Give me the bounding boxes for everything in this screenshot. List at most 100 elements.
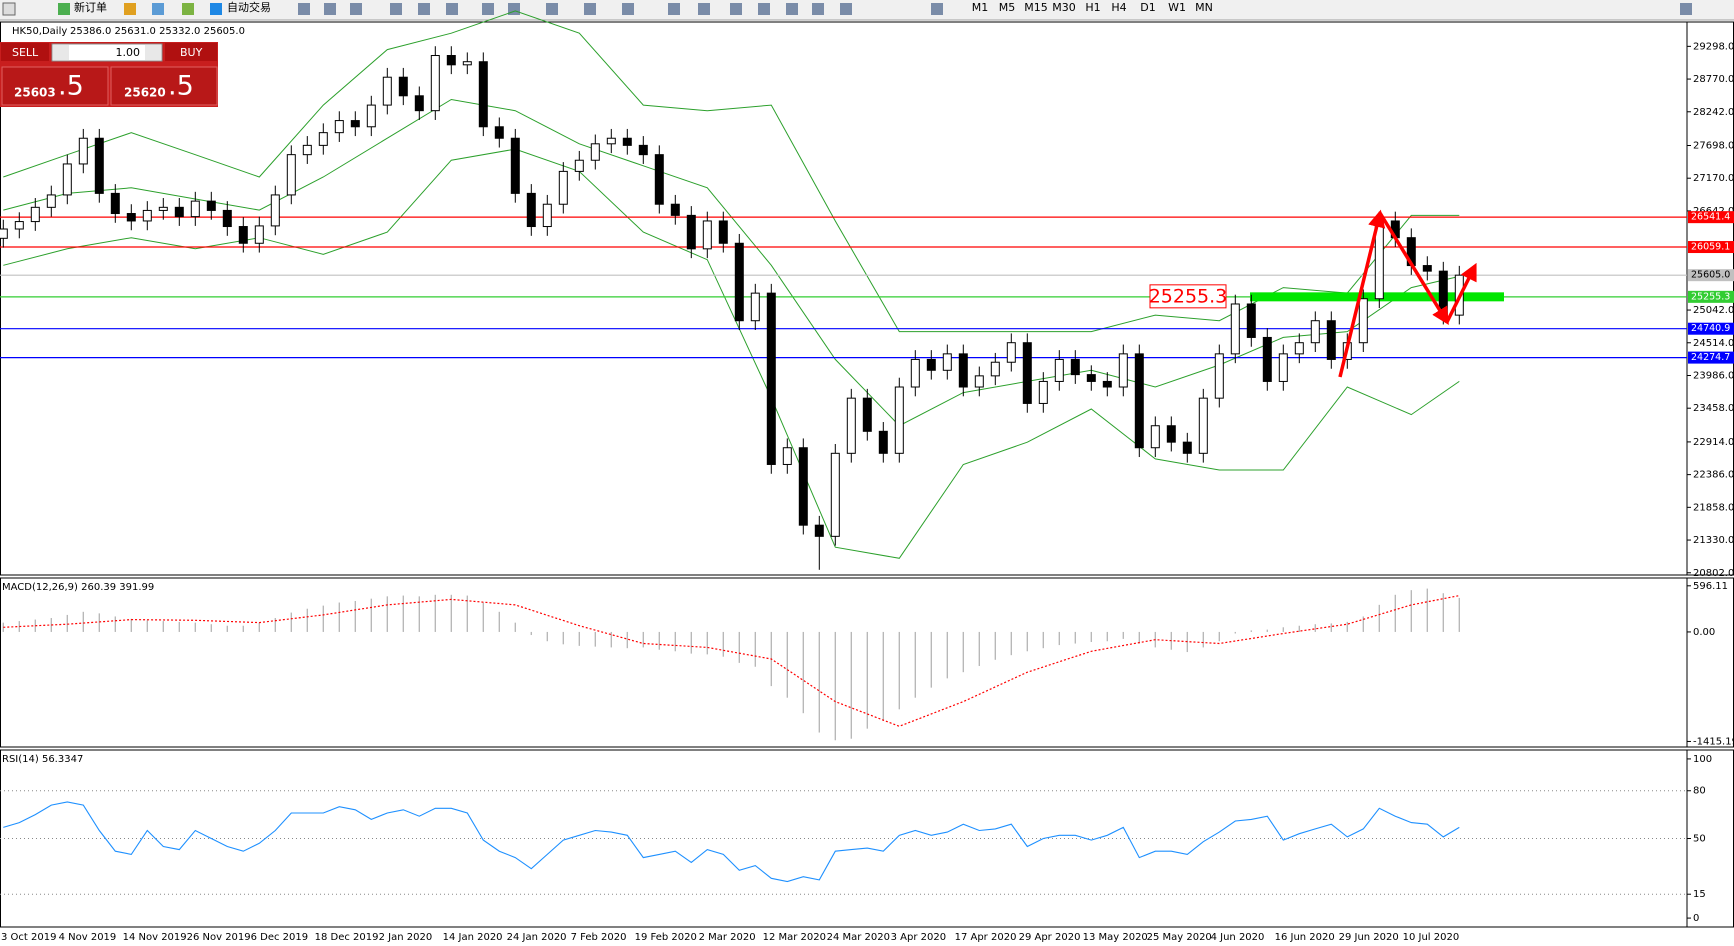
timeframe-button[interactable]: M1 <box>972 1 989 14</box>
icon[interactable] <box>390 3 402 15</box>
candle-body <box>62 163 72 196</box>
lots-value[interactable]: 1.00 <box>116 46 141 59</box>
candle-body <box>158 206 168 211</box>
new-order-button[interactable]: 新订单 <box>74 0 107 14</box>
candle-body <box>1022 342 1032 404</box>
timeframe-button[interactable]: W1 <box>1168 1 1186 14</box>
y-tick-label: 28242.0 <box>1693 107 1734 118</box>
icon[interactable] <box>2 2 16 16</box>
level-label-box <box>1688 351 1734 364</box>
level-label-box <box>1688 322 1734 335</box>
candle-body <box>318 132 328 146</box>
timeframe-button[interactable]: H4 <box>1111 1 1126 14</box>
candle-body <box>1326 320 1336 360</box>
level-label: 25255.3 <box>1691 291 1730 302</box>
icon[interactable] <box>786 3 798 15</box>
y-tick-label: 21330.0 <box>1693 535 1734 546</box>
candle-body <box>686 214 696 250</box>
x-tick-label: 3 Apr 2020 <box>891 932 946 943</box>
y-tick-label: 27698.0 <box>1693 140 1734 151</box>
buy-price[interactable]: 25620 <box>124 86 166 100</box>
lots-input[interactable] <box>51 43 163 62</box>
icon[interactable] <box>152 3 164 15</box>
level-label-box <box>1688 241 1734 254</box>
icon[interactable] <box>446 3 458 15</box>
candle-body <box>1150 425 1160 449</box>
candle-body <box>46 194 56 208</box>
candle-body <box>1214 353 1224 399</box>
icon[interactable] <box>758 3 770 15</box>
y-tick-label: 24514.0 <box>1693 338 1734 349</box>
lots-up[interactable] <box>145 45 161 60</box>
candle-body <box>814 524 824 537</box>
level-label: 26541.4 <box>1691 212 1730 223</box>
candle-body <box>718 220 728 244</box>
icon[interactable] <box>482 3 494 15</box>
y-tick-label: 22914.0 <box>1693 437 1734 448</box>
sell-label[interactable]: SELL <box>12 46 39 59</box>
icon[interactable] <box>324 3 336 15</box>
arrow <box>1445 262 1477 323</box>
timeframe-button[interactable]: D1 <box>1140 1 1155 14</box>
sell-price[interactable]: 25603 <box>14 86 56 100</box>
icon[interactable] <box>418 3 430 15</box>
candle-body <box>702 220 712 250</box>
candle-body <box>478 61 488 128</box>
candle-body <box>126 213 136 222</box>
x-tick-label: 16 Jun 2020 <box>1275 932 1335 943</box>
icon[interactable] <box>812 3 824 15</box>
candle-body <box>94 137 104 194</box>
buy-label[interactable]: BUY <box>180 46 203 59</box>
buy-price-frac[interactable]: .5 <box>168 71 194 102</box>
y-tick-label: 0 <box>1693 913 1699 924</box>
y-tick-label: 15 <box>1693 889 1706 900</box>
icon[interactable] <box>350 3 362 15</box>
icon[interactable] <box>182 3 194 15</box>
new-order-icon[interactable] <box>58 3 70 15</box>
icon[interactable] <box>668 3 680 15</box>
candle-body <box>798 447 808 526</box>
icon[interactable] <box>124 3 136 15</box>
rsi-line <box>3 801 1460 883</box>
candle-body <box>78 137 88 165</box>
buy-button[interactable] <box>165 43 217 61</box>
icon[interactable] <box>298 3 310 15</box>
sell-button[interactable] <box>1 43 49 61</box>
timeframe-button[interactable]: H1 <box>1085 1 1100 14</box>
icon[interactable] <box>1680 3 1692 15</box>
timeframe-button[interactable]: M15 <box>1024 1 1048 14</box>
icon[interactable] <box>840 3 852 15</box>
candle-body <box>1118 353 1128 388</box>
auto-trading-icon[interactable] <box>210 3 222 15</box>
candle-body <box>766 292 776 465</box>
y-tick-label: 596.11 <box>1693 581 1728 592</box>
timeframe-button[interactable]: M30 <box>1052 1 1076 14</box>
x-tick-label: 17 Apr 2020 <box>955 932 1017 943</box>
ohlc-info: 25386.0 25631.0 25332.0 25605.0 <box>70 26 245 37</box>
buy-price-box[interactable] <box>110 66 218 106</box>
x-tick-label: 10 Jul 2020 <box>1403 932 1460 943</box>
sell-price-frac[interactable]: .5 <box>58 71 84 102</box>
sell-price-box[interactable] <box>1 66 109 106</box>
toolbar-icons <box>298 3 1692 15</box>
x-tick-label: 14 Nov 2019 <box>123 932 187 943</box>
icon[interactable] <box>931 3 943 15</box>
icon[interactable] <box>584 3 596 15</box>
auto-trading-button[interactable]: 自动交易 <box>227 0 271 14</box>
icon[interactable] <box>546 3 558 15</box>
candle-body <box>1182 441 1192 454</box>
icon[interactable] <box>698 3 710 15</box>
level-label: 25605.0 <box>1691 270 1730 281</box>
icon[interactable] <box>622 3 634 15</box>
candle-body <box>1102 380 1112 388</box>
x-tick-label: 4 Jun 2020 <box>1211 932 1265 943</box>
icon[interactable] <box>730 3 742 15</box>
x-tick-label: 29 Apr 2020 <box>1019 932 1081 943</box>
lots-down[interactable] <box>53 45 69 60</box>
indicator-title: RSI(14) 56.3347 <box>2 754 83 765</box>
timeframe-button[interactable]: M5 <box>999 1 1016 14</box>
candle-body <box>1246 303 1256 338</box>
candle-body <box>110 192 120 215</box>
timeframe-button[interactable]: MN <box>1195 1 1213 14</box>
